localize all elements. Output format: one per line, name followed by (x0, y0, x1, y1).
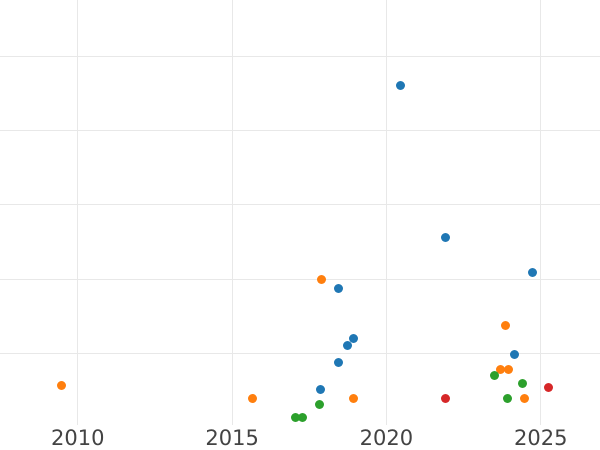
data-point-red (543, 382, 553, 392)
data-point-orange (501, 320, 511, 330)
vertical-gridline (540, 0, 542, 425)
vertical-gridline (77, 0, 79, 425)
vertical-gridline (385, 0, 387, 425)
data-point-green (490, 371, 500, 381)
x-tick-label: 2020 (359, 426, 414, 450)
x-tick-label: 2010 (51, 426, 105, 450)
data-point-blue (342, 340, 352, 350)
data-point-green (518, 378, 528, 388)
data-point-red (440, 394, 450, 404)
horizontal-gridline (0, 55, 600, 57)
data-point-blue (527, 268, 537, 278)
data-point-blue (333, 283, 343, 293)
data-point-green (290, 413, 300, 423)
horizontal-gridline (0, 278, 600, 280)
data-point-blue (334, 358, 344, 368)
data-point-orange (56, 381, 66, 391)
data-point-blue (315, 384, 325, 394)
data-point-green (315, 400, 325, 410)
horizontal-gridline (0, 204, 600, 206)
data-point-orange (504, 364, 514, 374)
data-point-orange (519, 393, 529, 403)
data-point-blue (509, 349, 519, 359)
horizontal-gridline (0, 129, 600, 131)
data-point-blue (349, 334, 359, 344)
vertical-gridline (231, 0, 233, 425)
x-tick-label: 2015 (205, 426, 259, 450)
plot-area (0, 0, 600, 425)
data-point-orange (317, 275, 327, 285)
data-point-blue (396, 81, 406, 91)
x-tick-label: 2025 (514, 426, 568, 450)
horizontal-gridline (0, 353, 600, 355)
data-point-green (297, 413, 307, 423)
data-point-blue (441, 233, 451, 243)
data-point-orange (348, 394, 358, 404)
data-point-orange (495, 364, 505, 374)
data-point-green (502, 394, 512, 404)
data-point-orange (247, 393, 257, 403)
